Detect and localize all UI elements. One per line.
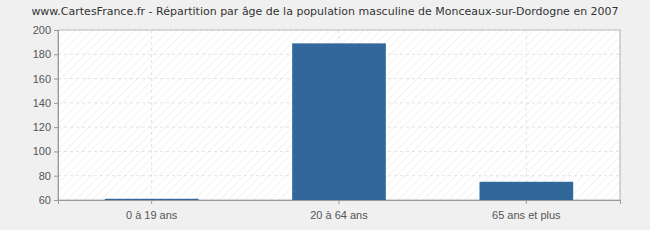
y-axis: 60 80 100 120 140 160 180 200 (33, 24, 59, 206)
bar (105, 199, 199, 200)
title: www.CartesFrance.fr - Répartition par âg… (31, 5, 618, 18)
x-tick: 0 à 19 ans (126, 200, 178, 221)
y-tick-mark (54, 127, 58, 128)
grid-line-x (151, 30, 152, 200)
x-tick: 20 à 64 ans (310, 200, 368, 221)
plot-area (58, 30, 620, 200)
y-tick: 140 (33, 97, 58, 109)
y-tick: 60 (39, 194, 58, 206)
plot: 60 80 100 120 140 160 180 200 0 à 19 ans 20 à 64 … (33, 24, 621, 221)
x-tick-label: 65 ans et plus (492, 209, 561, 221)
y-tick-mark (54, 176, 58, 177)
bars (105, 43, 573, 200)
x-tick-mark (339, 200, 340, 204)
y-tick: 160 (33, 73, 58, 85)
y-tick-mark (54, 103, 58, 104)
x-tick-mark (526, 200, 527, 204)
y-tick-label: 140 (33, 97, 51, 109)
y-tick: 80 (39, 170, 58, 182)
background (0, 0, 650, 230)
y-tick-label: 100 (33, 145, 51, 157)
y-tick-label: 80 (39, 170, 51, 182)
x-axis: 0 à 19 ans 20 à 64 ans 65 ans et plus (59, 200, 621, 221)
y-tick-mark (54, 30, 58, 31)
y-tick: 100 (33, 145, 58, 157)
x-axis-line (59, 201, 621, 205)
y-tick: 180 (33, 48, 58, 60)
y-tick: 120 (33, 121, 58, 133)
y-tick-mark (54, 79, 58, 80)
y-tick-label: 60 (39, 194, 51, 206)
x-tick-label: 0 à 19 ans (126, 209, 178, 221)
bar (480, 182, 574, 200)
y-tick-mark (54, 151, 58, 152)
y-tick-mark (54, 54, 58, 55)
y-axis-line (54, 31, 59, 201)
y-tick-label: 200 (33, 24, 51, 36)
y-tick-mark (54, 200, 58, 201)
x-tick: 65 ans et plus (492, 200, 561, 221)
bar (292, 43, 386, 200)
x-tick-label: 20 à 64 ans (310, 209, 368, 221)
chart: www.CartesFrance.fr - Répartition par âg… (0, 0, 650, 230)
grid-x (152, 30, 527, 200)
grid (58, 30, 620, 200)
y-tick: 200 (33, 24, 58, 36)
grid-line-x (526, 30, 527, 200)
y-tick-label: 160 (33, 73, 51, 85)
x-tick-mark (151, 200, 152, 204)
y-tick-label: 180 (33, 48, 51, 60)
y-tick-label: 120 (33, 121, 51, 133)
